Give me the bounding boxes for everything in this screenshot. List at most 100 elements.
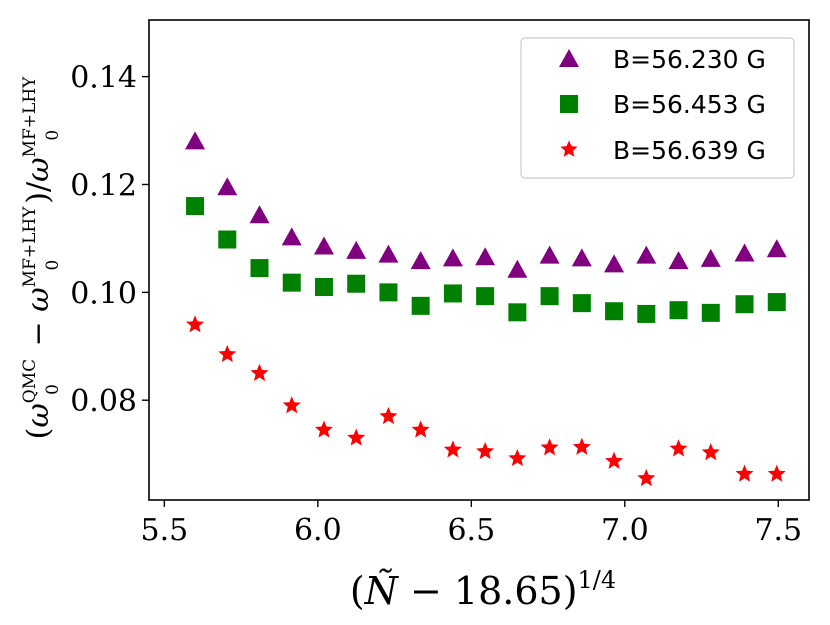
series-3 [186,315,786,487]
triangle-marker [313,236,334,255]
y-label-sup-qmc: QMC [20,359,40,403]
triangle-marker [475,247,496,266]
x-tick-label: 6.0 [294,513,342,548]
square-marker [443,284,462,303]
y-label-close: )/ [21,181,56,204]
star-marker [508,448,527,467]
series-1 [185,131,787,278]
triangle-marker [346,240,367,259]
legend-entry-1: B=56.230 G [559,45,766,74]
x-tick-label: 7.0 [601,513,649,548]
triangle-marker [442,248,463,267]
star-marker [186,315,205,333]
legend-label-1: B=56.230 G [613,45,766,74]
square-marker [347,274,366,293]
y-label-sub-1: 0 [43,384,63,395]
square-marker [411,296,430,315]
triangle-marker [571,248,592,267]
y-label-sub-2: 0 [43,260,63,271]
square-marker [540,287,559,306]
triangle-marker [185,131,206,150]
star-marker [250,363,269,381]
star-marker [282,396,301,414]
star-marker [669,439,688,457]
star-marker [314,420,334,438]
star-marker [476,441,495,460]
y-tick-label: 0.08 [70,384,137,419]
square-marker [637,304,656,323]
y-label-omega-3: ω [21,157,56,181]
triangle-marker [734,243,755,262]
star-marker [443,440,462,458]
x-label-open: ( [350,569,365,613]
legend-label-2: B=56.453 G [613,90,766,119]
square-marker [314,277,333,296]
triangle-marker [539,245,560,264]
square-marker [508,303,527,322]
y-label-sup-mf-1: MF+LHY [20,206,40,288]
square-marker [767,293,786,312]
triangle-marker [217,177,238,196]
legend-star-marker [560,140,578,157]
square-marker [735,295,754,314]
legend: B=56.230 G B=56.453 G B=56.639 G [520,37,795,179]
square-marker [218,230,237,249]
y-axis-ticks: 0.08 0.10 0.12 0.14 [70,61,149,419]
triangle-marker [410,251,431,270]
plot-frame [148,19,810,501]
square-marker [282,273,301,292]
star-marker [379,406,398,425]
y-tick-label: 0.12 [70,168,137,203]
triangle-marker [668,251,689,270]
triangle-marker [249,205,270,224]
legend-square-marker [560,95,578,113]
y-label-sup-mf-2: MF+LHY [20,76,40,158]
triangle-marker [378,244,399,263]
triangle-marker [766,239,787,258]
series-2 [186,197,786,323]
square-marker [701,303,720,322]
square-marker [476,287,495,306]
triangle-marker [700,248,721,267]
triangle-marker [604,254,625,273]
square-marker [605,302,624,321]
star-marker [735,464,754,482]
y-label-open: ( [21,428,56,440]
triangle-marker [281,227,302,246]
y-label-minus: − [21,312,56,356]
square-marker [572,294,591,313]
x-axis-label: (Ñ − 18.65)1/4 [350,566,616,613]
y-label-omega-2: ω [21,287,56,311]
x-tick-label: 7.5 [754,513,802,548]
star-marker [605,451,624,469]
x-axis-ticks: 5.5 6.0 6.5 7.0 7.5 [140,500,802,548]
x-label-rest: − 18.65) [398,569,578,613]
star-marker [411,420,430,438]
legend-box [520,37,795,179]
y-label-omega-1: ω [21,403,56,427]
legend-label-3: B=56.639 G [613,136,766,165]
star-marker [572,437,591,455]
square-marker [669,301,688,320]
legend-entry-2: B=56.453 G [560,90,766,119]
square-marker [379,283,398,302]
y-tick-label: 0.10 [70,276,137,311]
x-tick-label: 5.5 [140,513,188,548]
star-marker [218,344,237,363]
x-tick-label: 6.5 [447,513,495,548]
x-label-n: Ñ [364,569,400,613]
star-marker [347,428,366,446]
y-tick-label: 0.14 [70,61,137,96]
star-marker [637,468,656,487]
triangle-marker [636,245,657,264]
x-label-exponent: 1/4 [578,566,617,594]
star-marker [540,438,559,456]
triangle-marker [507,259,528,278]
legend-triangle-marker [559,49,579,67]
data-markers [185,131,787,487]
legend-entry-3: B=56.639 G [560,136,766,165]
square-marker [186,197,205,216]
star-marker [701,443,720,461]
square-marker [250,259,269,278]
